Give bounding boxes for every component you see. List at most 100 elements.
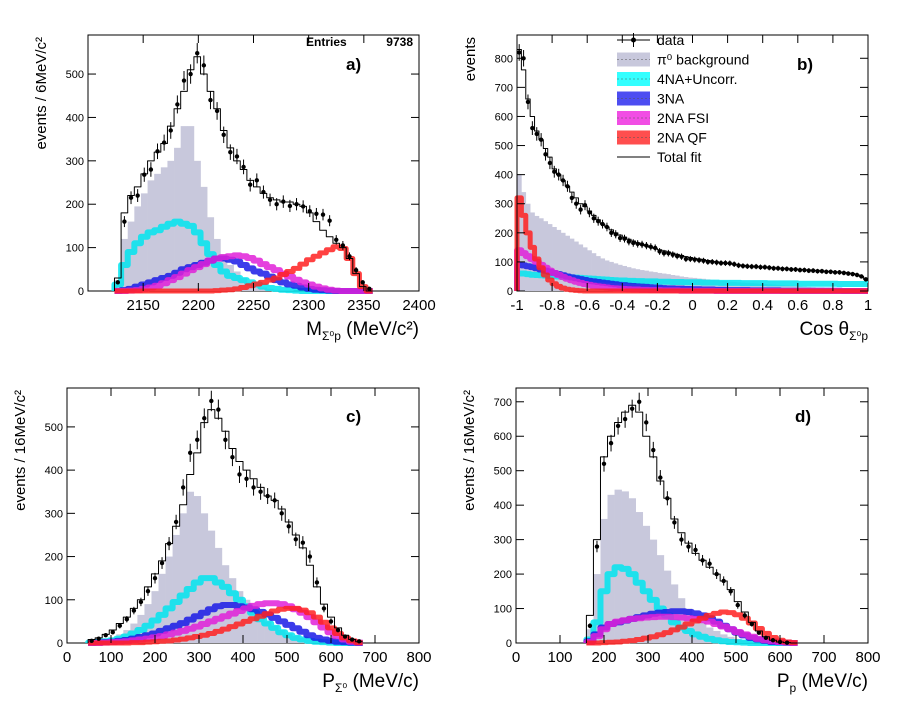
data-point-a xyxy=(168,128,173,133)
bg-bar-c xyxy=(165,556,173,643)
bg-bar-c xyxy=(214,547,223,643)
data-point-d xyxy=(784,640,790,645)
x-tick-label-a: 2200 xyxy=(182,297,215,314)
data-point-d xyxy=(601,461,607,467)
x-axis-label-d: Pp (MeV/c) xyxy=(777,671,868,695)
bg-bar-c xyxy=(207,530,216,643)
legend-item--background-label: π⁰ background xyxy=(657,52,749,68)
plot-a: 2150 2200 2250 2300 2350 2400 0 100 200 300 400 500… xyxy=(33,34,436,343)
data-point-a xyxy=(294,202,299,207)
data-point-c xyxy=(265,493,270,499)
data-point-b xyxy=(543,152,548,157)
data-point-d xyxy=(651,447,656,453)
data-point-b xyxy=(802,267,807,273)
data-point-b xyxy=(718,260,724,266)
data-point-b xyxy=(731,262,737,267)
series-d-2na-qf xyxy=(586,609,798,646)
data-point-c xyxy=(272,498,277,503)
stats-entries-label: Entries xyxy=(306,35,347,49)
data-point-b xyxy=(753,264,759,269)
stats-entries-value: 9738 xyxy=(386,35,413,49)
data-point-c xyxy=(258,489,263,494)
series-d-total-fit xyxy=(585,404,798,644)
data-point-c xyxy=(349,637,355,642)
y-tick-label-b: 500 xyxy=(495,141,513,153)
data-point-b xyxy=(591,216,596,221)
y-tick-label-b: 800 xyxy=(495,53,513,65)
data-point-b xyxy=(767,265,772,270)
bg-bar-b xyxy=(731,281,737,291)
x-tick-label-b: -1 xyxy=(510,297,523,314)
data-point-c xyxy=(230,454,235,460)
y-tick-label-b: 700 xyxy=(495,82,513,94)
bg-bar-b xyxy=(727,281,733,291)
x-tick-label-d: 400 xyxy=(679,649,704,666)
data-point-c xyxy=(279,511,284,516)
bg-bar-a xyxy=(147,180,155,291)
data-point-b xyxy=(846,271,851,276)
data-point-b xyxy=(582,202,588,208)
x-tick-label-b: -0.6 xyxy=(574,297,600,314)
data-point-d xyxy=(742,613,747,618)
data-point-a xyxy=(208,97,213,103)
x-tick-label-c: 0 xyxy=(63,649,71,666)
data-point-c xyxy=(89,638,94,644)
data-point-b xyxy=(815,269,820,274)
y-tick-label-d: 600 xyxy=(494,431,512,443)
data-point-b xyxy=(819,269,825,274)
y-axis-label-a: events / 6MeV/c² xyxy=(33,37,50,150)
data-point-a xyxy=(254,178,260,183)
data-point-a xyxy=(161,140,167,145)
bg-bar-c xyxy=(285,633,293,643)
data-point-c xyxy=(202,416,207,421)
bg-bar-c xyxy=(250,608,258,643)
plot-d: 0 100 200 300 400 500 600 700 800 0 100 200 300 400 50… xyxy=(461,387,881,695)
data-point-d xyxy=(721,578,726,584)
y-tick-label-c: 300 xyxy=(45,508,63,520)
data-point-b xyxy=(797,267,803,273)
data-point-b xyxy=(723,260,728,266)
bg-bar-d xyxy=(600,518,608,643)
panel-a: 2150 2200 2250 2300 2350 2400 0 100 200 300 400 500… xyxy=(33,34,436,343)
data-point-a xyxy=(181,78,187,83)
data-point-a xyxy=(320,212,326,217)
bg-bar-b xyxy=(595,256,601,291)
data-point-d xyxy=(637,399,642,404)
x-tick-label-c: 300 xyxy=(186,649,211,666)
data-point-b xyxy=(609,230,614,236)
data-point-c xyxy=(195,437,200,443)
data-point-c xyxy=(216,407,221,412)
data-point-b xyxy=(530,125,535,131)
data-point-b xyxy=(806,268,811,273)
data-point-a xyxy=(287,203,293,209)
bg-bar-d xyxy=(656,555,665,643)
data-point-a xyxy=(122,219,127,224)
data-point-b xyxy=(828,269,833,274)
x-tick-label-b: -0.8 xyxy=(539,297,565,314)
data-point-c xyxy=(188,450,193,456)
data-point-a xyxy=(228,149,233,155)
panel-d: 0 100 200 300 400 500 600 700 800 0 100 200 300 400 50… xyxy=(461,387,881,695)
y-axis-label-c: events / 16MeV/c² xyxy=(12,390,29,511)
data-point-c xyxy=(300,540,306,545)
data-point-b xyxy=(714,260,719,265)
bg-bar-b xyxy=(723,281,728,291)
data-point-b xyxy=(525,99,531,105)
series-a-total-fit xyxy=(113,56,373,292)
y-tick-label-d: 200 xyxy=(494,569,512,581)
legend-item-data-marker xyxy=(631,37,636,43)
bg-bar-a xyxy=(193,160,201,291)
bg-bar-c xyxy=(235,591,244,643)
data-point-c xyxy=(335,627,341,633)
bg-bar-d xyxy=(649,539,658,643)
y-tick-label-b: 600 xyxy=(495,111,513,123)
data-point-d xyxy=(622,416,628,422)
x-tick-label-b: 0.6 xyxy=(787,297,808,314)
bg-bar-c xyxy=(264,621,272,643)
legend-item-2na-qf-label: 2NA QF xyxy=(657,130,707,146)
x-axis-label-c: PΣ⁰ (MeV/c) xyxy=(322,671,419,695)
data-point-c xyxy=(342,634,348,639)
y-tick-label-b: 300 xyxy=(495,199,513,211)
data-point-d xyxy=(629,406,635,411)
data-point-b xyxy=(587,210,592,215)
